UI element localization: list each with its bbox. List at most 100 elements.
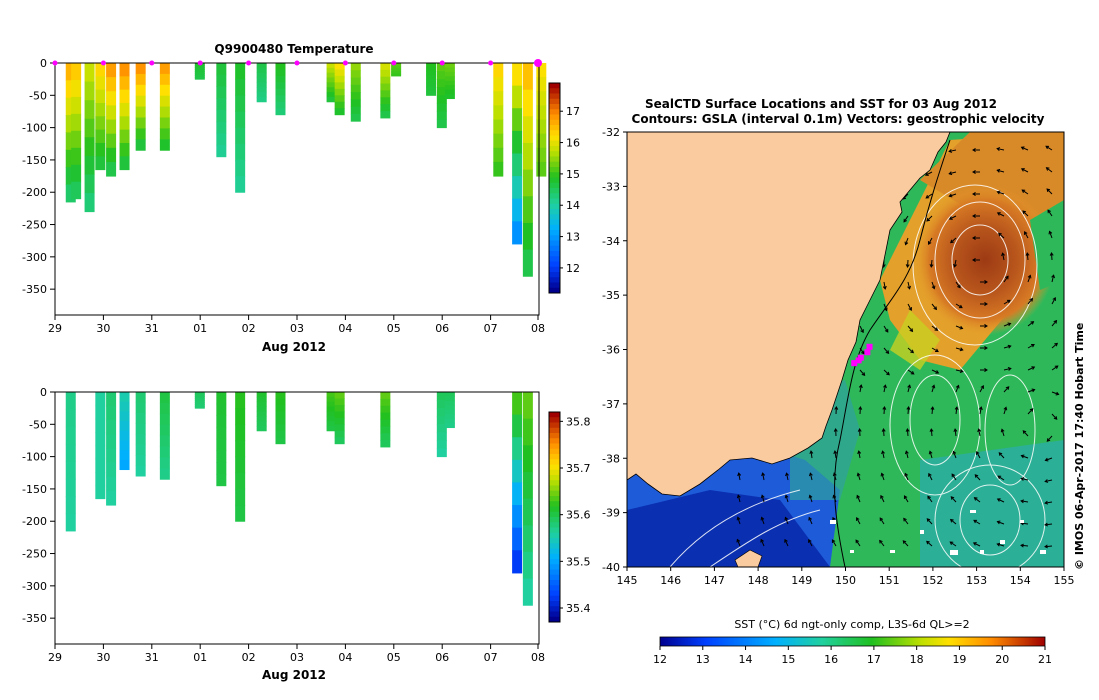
velocity-arrow-head	[950, 496, 955, 500]
profile-segment	[436, 424, 447, 433]
profile-segment	[256, 67, 267, 74]
profile-segment	[391, 71, 402, 74]
velocity-arrow	[737, 495, 741, 503]
profile-segment	[334, 392, 345, 399]
velocity-arrow-head	[861, 372, 866, 376]
velocity-arrow	[1045, 501, 1053, 504]
colorbar-tick-label: 35.7	[566, 462, 590, 475]
colorbar-swatch	[549, 135, 560, 142]
velocity-arrow	[904, 473, 909, 481]
y-tick-label: -350	[22, 283, 47, 296]
profile-segment	[326, 92, 337, 98]
velocity-arrow	[883, 325, 889, 333]
colorbar-swatch	[549, 454, 560, 460]
velocity-arrow-head	[1005, 386, 1010, 390]
velocity-arrow	[950, 237, 957, 244]
velocity-arrow-head	[906, 406, 911, 410]
profile-segment	[159, 95, 170, 108]
colorbar-swatch	[549, 433, 560, 439]
velocity-arrow-head	[998, 452, 1003, 456]
velocity-arrow	[955, 406, 958, 415]
profile-segment	[84, 63, 95, 83]
profile-segment	[256, 92, 267, 98]
profile-segment	[95, 76, 106, 91]
profile-segment	[350, 63, 361, 71]
x-tick-label: 03	[290, 322, 304, 335]
colorbar-tick-label: 35.8	[566, 415, 590, 428]
profile-segment	[95, 142, 106, 157]
profile-segment	[235, 472, 246, 490]
y-tick-label: -250	[22, 219, 47, 232]
velocity-arrow-head	[948, 193, 953, 198]
colorbar-swatch	[549, 422, 560, 429]
lon-tick-label: 146	[660, 574, 681, 587]
velocity-arrow-head	[974, 474, 979, 478]
velocity-arrow	[926, 215, 933, 222]
velocity-arrow-head	[910, 349, 915, 354]
profile-segment	[436, 71, 447, 80]
velocity-arrow	[1003, 299, 1011, 305]
profile-segment	[512, 221, 523, 245]
velocity-arrow-head	[996, 520, 1001, 525]
profile-segment	[512, 459, 523, 483]
velocity-arrow	[955, 303, 963, 309]
velocity-arrow	[1051, 413, 1058, 420]
profile-segment	[275, 404, 286, 412]
profile-segment	[256, 63, 267, 69]
surface-time-marker	[246, 60, 252, 66]
x-tick-label: 03	[290, 651, 304, 664]
profile-segment	[119, 459, 130, 471]
profile-segment	[436, 95, 447, 104]
colorbar-swatch	[549, 235, 560, 241]
profile-cast	[106, 63, 117, 177]
profile-segment	[216, 98, 227, 111]
colorbar-swatch	[549, 595, 560, 602]
velocity-arrow	[931, 281, 935, 289]
velocity-arrow-head	[1031, 343, 1035, 348]
colorbar-swatch	[549, 485, 560, 492]
velocity-arrow-head	[954, 406, 959, 411]
velocity-arrow	[761, 517, 765, 525]
profile-cast	[216, 392, 227, 487]
velocity-arrow	[907, 406, 910, 415]
profile-segment	[326, 406, 337, 412]
profile-segment	[84, 100, 95, 120]
surface-time-marker	[149, 60, 155, 66]
flinders-island	[734, 549, 763, 567]
velocity-arrow	[1001, 429, 1005, 437]
velocity-arrow-head	[882, 406, 887, 410]
velocity-arrow-head	[882, 285, 887, 290]
profile-segment	[436, 440, 447, 450]
profile-segment	[522, 116, 533, 144]
profile-cast	[159, 63, 170, 151]
colorbar-swatch	[549, 532, 560, 539]
profile-segment	[536, 161, 547, 177]
velocity-arrow-head	[808, 472, 813, 477]
velocity-arrow-head	[856, 494, 860, 499]
velocity-arrow-head	[904, 450, 909, 455]
profile-segment	[522, 418, 533, 446]
profile-segment	[350, 70, 361, 79]
profile-cast	[436, 392, 447, 458]
profile-segment	[235, 424, 246, 441]
velocity-arrow	[879, 540, 885, 547]
x-tick-label: 04	[338, 322, 352, 335]
profile-segment	[436, 416, 447, 425]
surface-time-marker	[488, 60, 494, 66]
colorbar-swatch	[549, 245, 560, 252]
profile-segment	[334, 75, 345, 83]
velocity-arrow	[905, 451, 909, 459]
velocity-arrow	[952, 451, 957, 459]
profile-segment	[95, 485, 106, 500]
colorbar-swatch	[549, 282, 560, 289]
profile-segment	[426, 71, 437, 76]
sst-tick-label: 13	[696, 653, 710, 666]
x-tick-label: 01	[193, 322, 207, 335]
x-tick-label: 08	[531, 322, 545, 335]
profile-segment	[350, 106, 361, 115]
velocity-arrow-head	[1044, 479, 1049, 483]
velocity-arrow	[859, 325, 864, 333]
sst-tick-label: 18	[910, 653, 924, 666]
x-tick-label: 08	[531, 651, 545, 664]
velocity-arrow-head	[948, 216, 953, 220]
